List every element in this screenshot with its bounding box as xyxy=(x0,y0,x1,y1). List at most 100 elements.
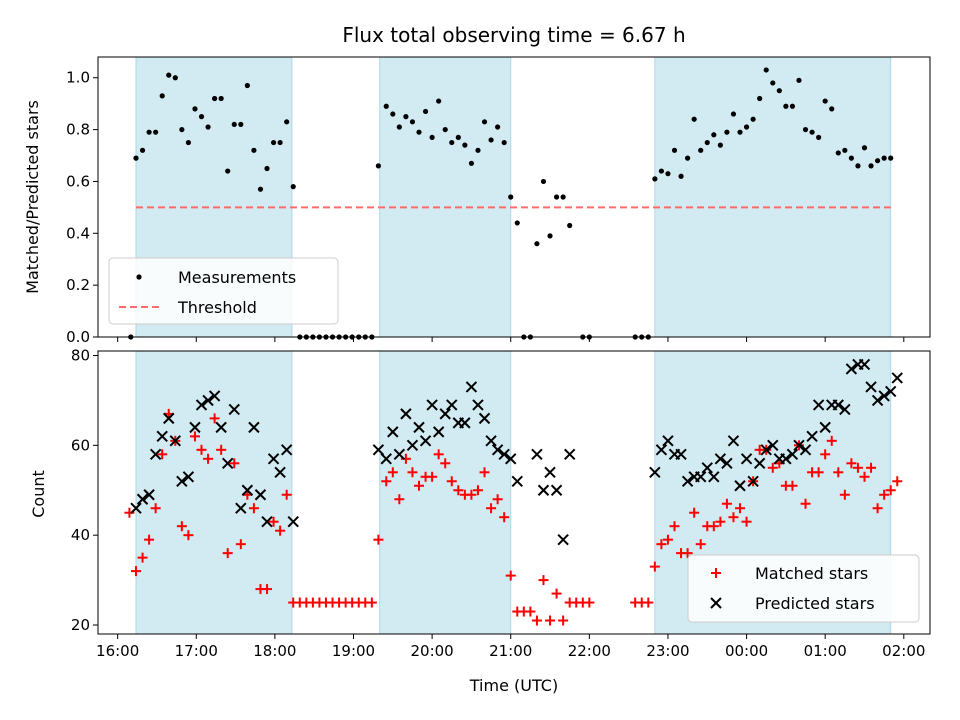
matched-stars-point xyxy=(689,507,700,518)
matched-stars-point xyxy=(800,498,811,509)
measurement-point xyxy=(488,137,494,143)
measurement-point xyxy=(750,116,756,122)
predicted-stars-point xyxy=(812,399,825,411)
measurement-point xyxy=(375,163,381,169)
predicted-stars-point xyxy=(511,475,523,487)
matched-stars-point xyxy=(525,606,536,617)
x-tick-label: 23:00 xyxy=(646,642,689,660)
measurement-point xyxy=(139,147,146,153)
measurement-point xyxy=(534,241,540,247)
predicted-stars-point xyxy=(708,471,720,483)
matched-stars-point xyxy=(767,462,778,473)
predicted-stars-point xyxy=(274,466,286,478)
measurement-point xyxy=(218,95,224,102)
measurement-point xyxy=(212,95,218,102)
axes-ticks: 20 40 60 80 16:00 17:00 18:00 19:00 20:00 21:00 22… xyxy=(71,346,926,660)
measurement-point xyxy=(468,160,475,166)
x-tick-label: 22:00 xyxy=(568,642,611,660)
predicted-stars-point xyxy=(891,372,903,384)
measurement-point xyxy=(481,119,488,125)
measurement-point xyxy=(290,184,296,190)
measurement-point xyxy=(396,124,402,130)
predicted-stars-point xyxy=(380,453,392,465)
matched-stars-point xyxy=(558,615,569,626)
predicted-stars-point xyxy=(832,399,844,411)
matched-stars-point xyxy=(472,485,483,496)
measurement-point xyxy=(704,139,710,146)
predicted-stars-point xyxy=(740,453,753,465)
legend-label-matched: Matched stars xyxy=(755,564,868,583)
measurement-point xyxy=(737,129,743,135)
predicted-stars-point xyxy=(387,426,399,438)
predicted-stars-point xyxy=(215,421,227,434)
matched-stars-point xyxy=(183,530,194,541)
matched-stars-point xyxy=(144,534,155,545)
matched-stars-point xyxy=(813,467,824,478)
matched-stars-point xyxy=(189,431,200,442)
matched-stars-point xyxy=(492,494,503,505)
y-tick-label: 1.0 xyxy=(66,69,90,87)
predicted-stars-point xyxy=(419,435,432,447)
x-tick-label: 17:00 xyxy=(175,642,218,660)
y-tick-label: 0.6 xyxy=(66,172,90,190)
x-tick-label: 01:00 xyxy=(804,642,847,660)
predicted-stars-point xyxy=(550,484,563,496)
measurement-point xyxy=(809,129,815,135)
predicted-stars-point xyxy=(439,408,451,420)
matched-stars-point xyxy=(643,597,654,608)
matched-stars-point xyxy=(176,521,187,532)
measurement-point xyxy=(422,108,429,115)
predicted-stars-point xyxy=(537,484,550,496)
measurement-point xyxy=(225,168,231,174)
matched-stars-point xyxy=(203,453,214,464)
predicted-stars-point xyxy=(649,466,661,478)
matched-stars-point xyxy=(669,521,680,532)
measurement-point xyxy=(567,222,573,229)
predicted-stars-point xyxy=(714,453,727,465)
predicted-stars-point xyxy=(498,448,510,461)
predicted-stars-point xyxy=(505,453,517,465)
measurement-point xyxy=(698,147,704,153)
predicted-stars-point xyxy=(169,435,182,447)
measurement-point xyxy=(462,142,468,148)
measurement-point xyxy=(881,155,887,161)
measurement-point xyxy=(540,178,547,185)
predicted-stars-point xyxy=(845,363,858,375)
matched-stars-point xyxy=(826,435,837,446)
predicted-stars-point xyxy=(130,502,142,514)
measurement-point xyxy=(198,114,205,120)
predicted-stars-point xyxy=(254,489,267,501)
predicted-stars-point xyxy=(472,399,484,411)
matched-stars-point xyxy=(505,570,516,581)
matched-stars-point xyxy=(248,503,259,514)
y-tick-label: 0.2 xyxy=(66,276,90,294)
predicted-stars-point xyxy=(136,493,149,505)
y-tick-label: 80 xyxy=(71,346,90,364)
matched-stars-point xyxy=(229,458,240,469)
matched-stars-point xyxy=(150,503,161,514)
predicted-stars-point xyxy=(426,399,438,411)
predicted-stars-point xyxy=(446,399,458,411)
predicted-stars-point xyxy=(727,435,740,447)
predicted-stars-point xyxy=(195,399,208,411)
predicted-stars-point xyxy=(478,412,491,425)
matched-stars-point xyxy=(735,503,746,514)
measurement-point xyxy=(671,147,678,153)
measurement-point xyxy=(711,132,717,138)
predicted-stars-point xyxy=(182,471,195,483)
measurement-point xyxy=(560,194,566,200)
predicted-stars-point xyxy=(878,390,890,402)
measurement-point xyxy=(691,116,697,122)
matched-stars-point xyxy=(846,458,857,469)
predicted-stars-point xyxy=(241,484,254,496)
measurement-point xyxy=(665,171,671,177)
y-axis-label: Matched/Predicted stars xyxy=(23,100,42,294)
measurement-point xyxy=(166,72,172,78)
matched-stars-point xyxy=(787,480,798,491)
measurement-point xyxy=(455,134,461,140)
predicted-stars-point xyxy=(208,390,221,402)
legend-marker-matched xyxy=(711,568,721,578)
matched-stars-point xyxy=(721,498,732,509)
predicted-stars-point xyxy=(839,403,851,416)
measurement-point xyxy=(436,98,442,104)
